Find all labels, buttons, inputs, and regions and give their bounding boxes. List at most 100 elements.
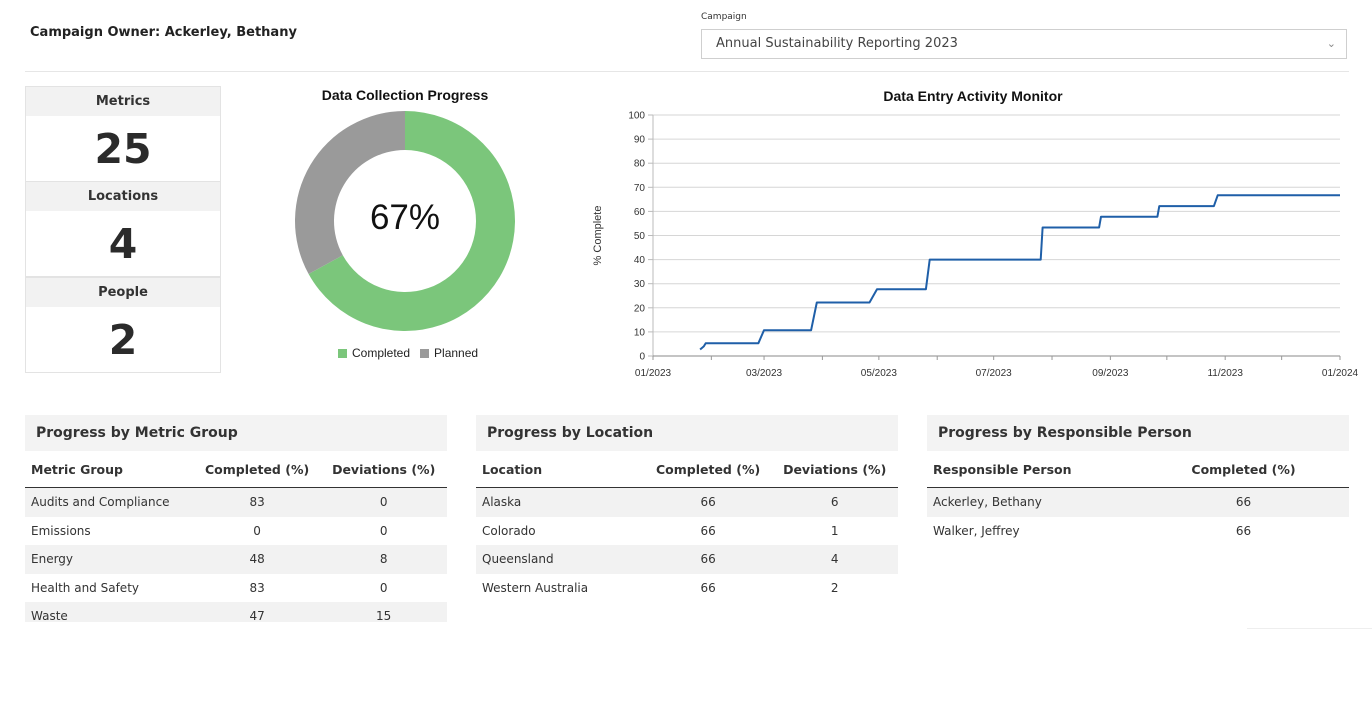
series-line-percent-complete[interactable] [699, 194, 1340, 351]
cell-completed: 66 [644, 545, 772, 574]
cell-metric-group: Audits and Compliance [25, 487, 194, 517]
donut-slice-completed[interactable] [308, 111, 515, 331]
cell-completed: 66 [700, 580, 716, 595]
kpi-people-value: 2 [108, 316, 138, 364]
cell-person: Ackerley, Bethany [927, 487, 1138, 517]
cell-completed: 66 [700, 523, 716, 538]
column-header[interactable]: Responsible Person [927, 451, 1138, 488]
column-header[interactable]: Metric Group [25, 451, 194, 488]
cell-deviations: 0 [320, 487, 447, 517]
legend-planned-swatch [420, 348, 430, 358]
y-tick-label: 100 [628, 111, 645, 122]
cell-deviations: 15 [320, 602, 447, 622]
column-header[interactable]: Deviations (%) [320, 451, 447, 488]
data-entry-line-chart: 0 10 20 30 40 50 60 70 80 90 100 01/2023 03/2023 05/2… [592, 111, 1359, 380]
kpi-metrics-card: Metrics 25 [25, 86, 221, 182]
cell-completed: 83 [193, 487, 321, 517]
x-tick-label: 11/2023 [1207, 368, 1243, 379]
metric-group-panel-title: Progress by Metric Group [25, 415, 447, 451]
cell-completed: 47 [193, 602, 321, 622]
cell-location: Queensland [476, 545, 645, 574]
y-tick-label: 70 [634, 183, 646, 194]
y-tick-label: 10 [634, 327, 646, 338]
cell-completed: 66 [644, 487, 772, 517]
cell-completed: 0 [253, 523, 261, 538]
kpi-metrics-value: 25 [94, 125, 152, 173]
cell-deviations: 4 [771, 545, 898, 574]
x-tick-label: 05/2023 [861, 368, 898, 379]
campaign-field-label: Campaign [701, 12, 747, 22]
campaign-owner-label: Campaign Owner: Ackerley, Bethany [30, 25, 297, 40]
y-tick-label: 0 [639, 352, 645, 363]
cell-deviations: 0 [379, 523, 388, 538]
cell-metric-group: Energy [25, 545, 194, 574]
cell-completed: 83 [249, 580, 265, 595]
header-divider [25, 71, 1349, 72]
cell-metric-group: Health and Safety [31, 580, 139, 595]
cell-location: Colorado [482, 523, 536, 538]
column-header[interactable]: Deviations (%) [771, 451, 898, 488]
table-row[interactable]: Alaska 66 6 [476, 487, 898, 517]
table-row[interactable]: Walker, Jeffrey 66 [927, 517, 1349, 546]
x-tick-label: 07/2023 [976, 368, 1013, 379]
column-header[interactable]: Completed (%) [1138, 451, 1349, 488]
kpi-people-card: People 2 [25, 277, 221, 373]
divider [1247, 628, 1372, 629]
kpi-locations-card: Locations 4 [25, 181, 221, 277]
cell-deviations: 2 [830, 580, 839, 595]
table-row[interactable]: Energy 48 8 [25, 545, 447, 574]
campaign-select-value: Annual Sustainability Reporting 2023 [716, 36, 958, 51]
column-header[interactable]: Completed (%) [644, 451, 772, 488]
location-panel: Progress by Location Location Completed … [476, 415, 898, 622]
table-row[interactable]: Waste 47 15 [25, 602, 447, 622]
table-row[interactable]: Health and Safety 83 0 [25, 574, 447, 603]
person-table: Responsible Person Completed (%) Ackerle… [927, 451, 1349, 545]
legend-planned-label: Planned [434, 346, 479, 360]
table-row[interactable]: Emissions 0 0 [25, 517, 447, 546]
cell-completed: 66 [1235, 523, 1252, 538]
campaign-select[interactable]: Annual Sustainability Reporting 2023 ⌄ [701, 29, 1347, 59]
kpi-metrics-label: Metrics [26, 87, 220, 116]
donut-chart [295, 111, 515, 331]
table-row[interactable]: Western Australia 66 2 [476, 574, 898, 603]
cell-completed: 66 [1138, 487, 1349, 517]
kpi-locations-label: Locations [26, 182, 220, 211]
table-row[interactable]: Colorado 66 1 [476, 517, 898, 546]
cell-completed: 48 [193, 545, 321, 574]
donut-legend: Completed Planned [338, 346, 478, 360]
y-tick-label: 50 [634, 231, 646, 242]
cell-metric-group: Emissions [31, 523, 91, 538]
person-panel: Progress by Responsible Person Responsib… [927, 415, 1349, 622]
line-chart-title: Data Entry Activity Monitor [883, 88, 1063, 104]
column-header[interactable]: Location [476, 451, 645, 488]
x-tick-label: 01/2023 [635, 368, 672, 379]
cell-deviations: 0 [379, 580, 388, 595]
metric-group-panel: Progress by Metric Group Metric Group Co… [25, 415, 447, 622]
location-panel-title: Progress by Location [476, 415, 898, 451]
column-header[interactable]: Completed (%) [193, 451, 321, 488]
donut-center-value: 67% [369, 198, 441, 237]
x-tick-label: 09/2023 [1092, 368, 1129, 379]
y-axis-label: % Complete [592, 206, 604, 266]
y-tick-label: 90 [634, 135, 646, 146]
table-row[interactable]: Ackerley, Bethany 66 [927, 487, 1349, 517]
x-tick-label: 03/2023 [746, 368, 783, 379]
y-tick-label: 80 [634, 159, 646, 170]
cell-deviations: 8 [320, 545, 447, 574]
donut-slice-planned[interactable] [295, 111, 405, 274]
kpi-people-label: People [26, 278, 220, 307]
cell-location: Western Australia [482, 580, 589, 595]
y-tick-label: 20 [634, 303, 646, 314]
table-row[interactable]: Queensland 66 4 [476, 545, 898, 574]
y-tick-label: 40 [634, 255, 646, 266]
cell-deviations: 6 [771, 487, 898, 517]
cell-deviations: 1 [830, 523, 839, 538]
metric-group-table: Metric Group Completed (%) Deviations (%… [25, 451, 447, 622]
table-row[interactable]: Audits and Compliance 83 0 [25, 487, 447, 517]
cell-location: Alaska [476, 487, 645, 517]
chevron-down-icon[interactable]: ⌄ [1326, 37, 1336, 50]
y-tick-label: 60 [634, 207, 646, 218]
cell-metric-group: Waste [25, 602, 194, 622]
legend-completed-label: Completed [352, 346, 411, 360]
legend-completed-swatch [338, 348, 347, 358]
